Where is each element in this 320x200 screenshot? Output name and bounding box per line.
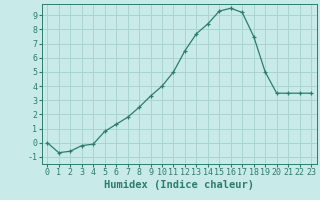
X-axis label: Humidex (Indice chaleur): Humidex (Indice chaleur): [104, 180, 254, 190]
